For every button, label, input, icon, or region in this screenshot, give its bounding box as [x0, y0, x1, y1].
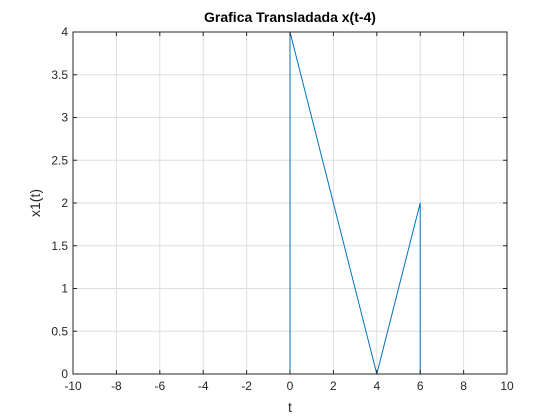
x-tick-label: -6 [154, 379, 165, 393]
y-tick-labels: 0 0.5 1 1.5 2 2.5 3 3.5 4 [51, 25, 68, 381]
x-tick-label: -2 [241, 379, 252, 393]
x-tick-labels: -10 -8 -6 -4 -2 0 2 4 6 8 10 [64, 379, 514, 393]
x-tick-label: -10 [64, 379, 82, 393]
x-tick-label: 0 [287, 379, 294, 393]
chart-title: Grafica Transladada x(t-4) [204, 9, 376, 25]
y-tick-label: 1 [61, 282, 68, 296]
x-tick-label: -4 [198, 379, 209, 393]
x-tick-label: 10 [500, 379, 514, 393]
y-tick-label: 3 [61, 111, 68, 125]
x-axis-label: t [288, 399, 292, 415]
x-tick-label: 2 [330, 379, 337, 393]
x-tick-label: 4 [373, 379, 380, 393]
y-tick-label: 3.5 [51, 68, 68, 82]
tick-marks [72, 31, 508, 375]
y-tick-label: 0.5 [51, 324, 68, 338]
y-tick-label: 1.5 [51, 239, 68, 253]
y-axis-label: x1(t) [27, 189, 43, 217]
y-tick-label: 4 [61, 25, 68, 39]
y-tick-label: 2 [61, 196, 68, 210]
x-tick-label: 8 [460, 379, 467, 393]
y-tick-label: 2.5 [51, 153, 68, 167]
x-tick-label: -8 [111, 379, 122, 393]
y-tick-label: 0 [61, 367, 68, 381]
x-tick-label: 6 [417, 379, 424, 393]
